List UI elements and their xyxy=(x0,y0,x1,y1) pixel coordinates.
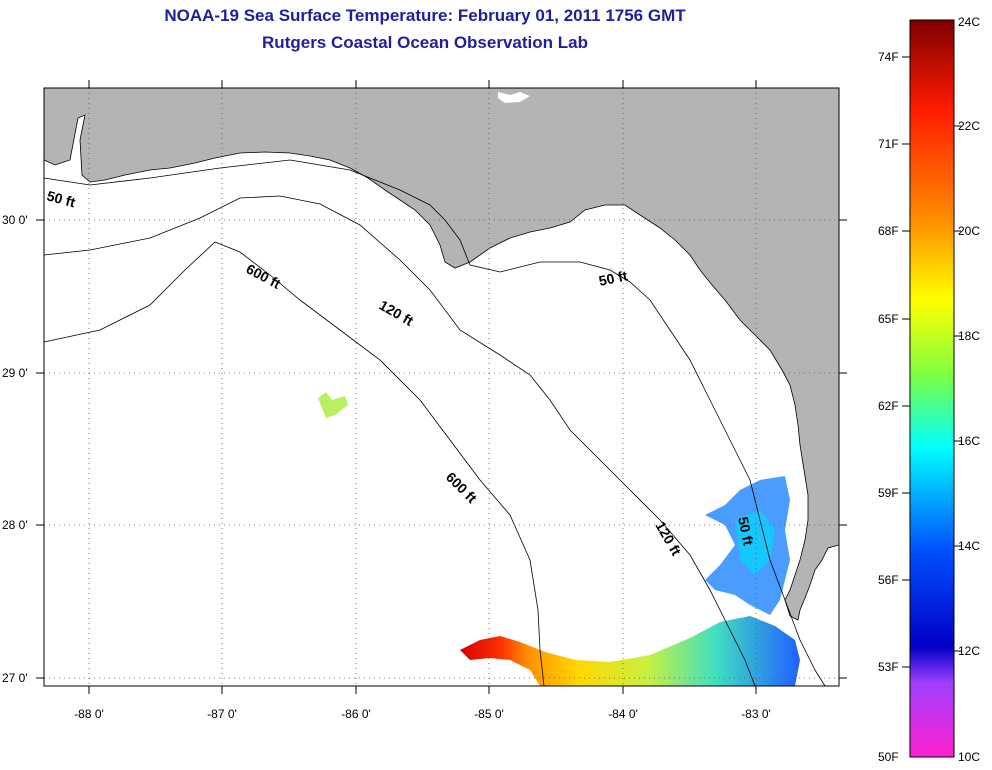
lat-label: 28 0' xyxy=(2,518,28,532)
colorbar-f-label: 50F xyxy=(878,750,899,764)
colorbar-f-label: 65F xyxy=(878,312,899,326)
colorbar-c-label: 24C xyxy=(958,15,980,29)
contour-label-50ft-west: 50 ft xyxy=(45,187,77,210)
lat-label: 27 0' xyxy=(2,671,28,685)
colorbar-f-label: 68F xyxy=(878,224,899,238)
colorbar-f-label: 59F xyxy=(878,486,899,500)
axis-ticks xyxy=(36,80,847,694)
contour-600ft xyxy=(43,241,545,687)
colorbar-f-ticks xyxy=(902,56,910,668)
colorbar-f-label: 62F xyxy=(878,399,899,413)
sst-patch-small xyxy=(318,392,348,418)
lon-label: -83 0' xyxy=(741,707,771,721)
land-mass xyxy=(43,87,840,621)
colorbar-c-label: 18C xyxy=(958,329,980,343)
lon-label: -85 0' xyxy=(474,707,504,721)
lat-label: 29 0' xyxy=(2,366,28,380)
colorbar-gradient xyxy=(909,19,955,758)
colorbar-c-label: 10C xyxy=(958,750,980,764)
sst-patch-east-cyan xyxy=(735,510,775,575)
lon-label: -86 0' xyxy=(341,707,371,721)
map-subtitle: Rutgers Coastal Ocean Observation Lab xyxy=(262,33,588,52)
colorbar-f-label: 74F xyxy=(878,50,899,64)
map-frame xyxy=(43,87,840,687)
colorbar-f-label: 56F xyxy=(878,573,899,587)
colorbar-c-label: 20C xyxy=(958,224,980,238)
sst-patch-south xyxy=(460,616,800,686)
map-title: NOAA-19 Sea Surface Temperature: Februar… xyxy=(164,6,686,25)
sst-map: 50 ft 600 ft 120 ft 50 ft 600 ft 120 ft … xyxy=(2,80,847,721)
colorbar-f-label: 71F xyxy=(878,137,899,151)
inland-water xyxy=(498,92,530,103)
colorbar-c-label: 12C xyxy=(958,644,980,658)
lon-label: -87 0' xyxy=(207,707,237,721)
lon-label: -84 0' xyxy=(608,707,638,721)
colorbar-c-label: 14C xyxy=(958,539,980,553)
contour-50ft xyxy=(43,159,826,687)
colorbar-f-label: 53F xyxy=(878,660,899,674)
lon-label: -88 0' xyxy=(74,707,104,721)
contour-label-50ft-east: 50 ft xyxy=(597,267,629,289)
lat-label: 30 0' xyxy=(2,213,28,227)
colorbar-c-ticks xyxy=(954,125,961,652)
colorbar-c-label: 22C xyxy=(958,119,980,133)
contour-120ft xyxy=(43,195,756,687)
contour-label-50ft-south: 50 ft xyxy=(735,515,757,547)
colorbar-c-label: 16C xyxy=(958,434,980,448)
